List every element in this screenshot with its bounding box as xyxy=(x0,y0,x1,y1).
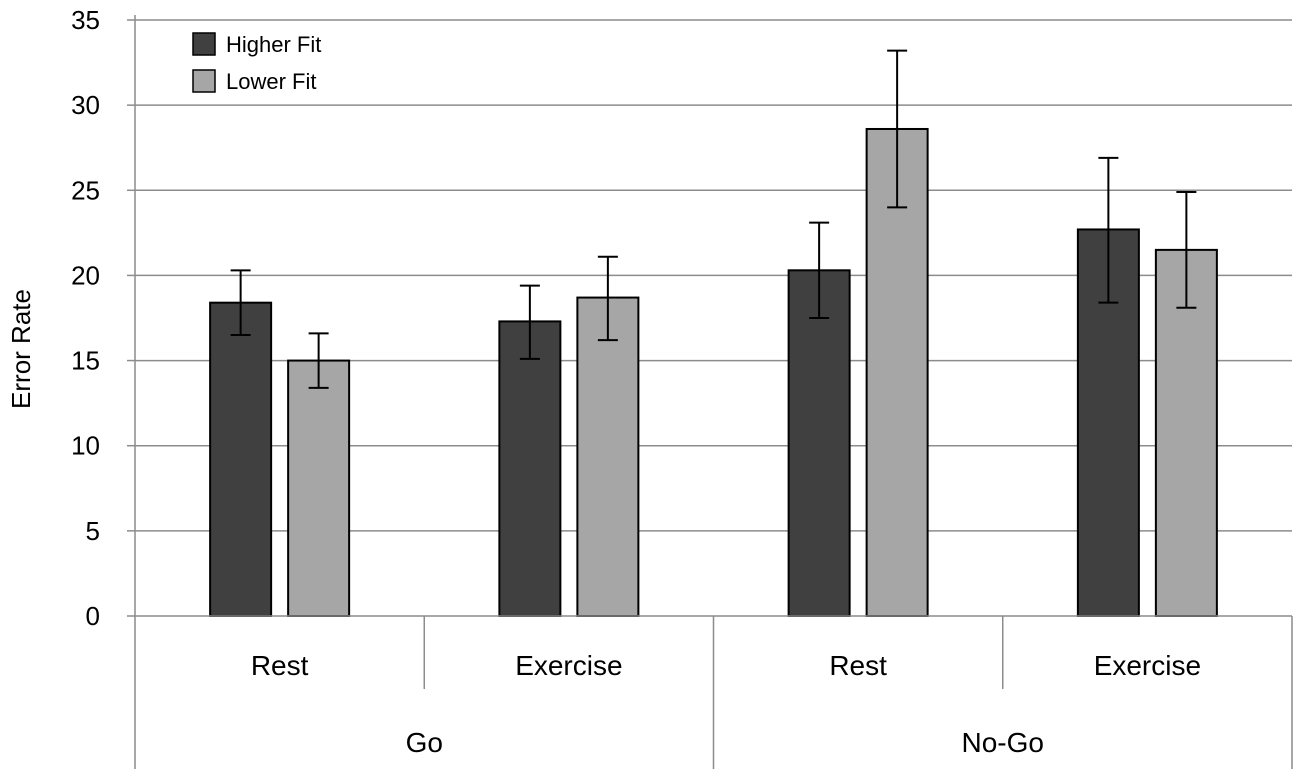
error-bars xyxy=(230,49,1197,389)
legend-swatch xyxy=(192,32,216,56)
bar xyxy=(576,296,640,617)
legend-swatch xyxy=(192,69,216,93)
bar xyxy=(1154,248,1218,617)
y-tick-label: 15 xyxy=(71,346,100,376)
legend: Higher Fit Lower Fit xyxy=(192,32,321,94)
x-group-label: Go xyxy=(406,727,443,758)
bar xyxy=(287,359,351,618)
bar xyxy=(498,320,562,617)
x-category-label: Exercise xyxy=(1094,650,1201,681)
y-tick-label: 30 xyxy=(71,90,100,120)
y-tick-label: 35 xyxy=(71,5,100,35)
x-group-label: No-Go xyxy=(962,727,1044,758)
x-category-label: Exercise xyxy=(515,650,622,681)
bars xyxy=(209,127,1218,618)
axes: 0 5 10 15 20 25 30 35 Rest Exercise Rest Exercise Go… xyxy=(71,5,1293,769)
x-category-label: Rest xyxy=(251,650,309,681)
y-tick-label: 0 xyxy=(86,601,100,631)
bar xyxy=(787,269,851,617)
x-category-label: Rest xyxy=(829,650,887,681)
y-tick-label: 5 xyxy=(86,516,100,546)
y-axis-label: Error Rate xyxy=(6,289,36,409)
legend-label: Higher Fit xyxy=(226,32,321,57)
y-tick-label: 25 xyxy=(71,175,100,205)
y-tick-label: 20 xyxy=(71,260,100,290)
legend-label: Lower Fit xyxy=(226,69,316,94)
y-tick-label: 10 xyxy=(71,431,100,461)
bar xyxy=(865,127,929,618)
bar xyxy=(209,301,273,617)
